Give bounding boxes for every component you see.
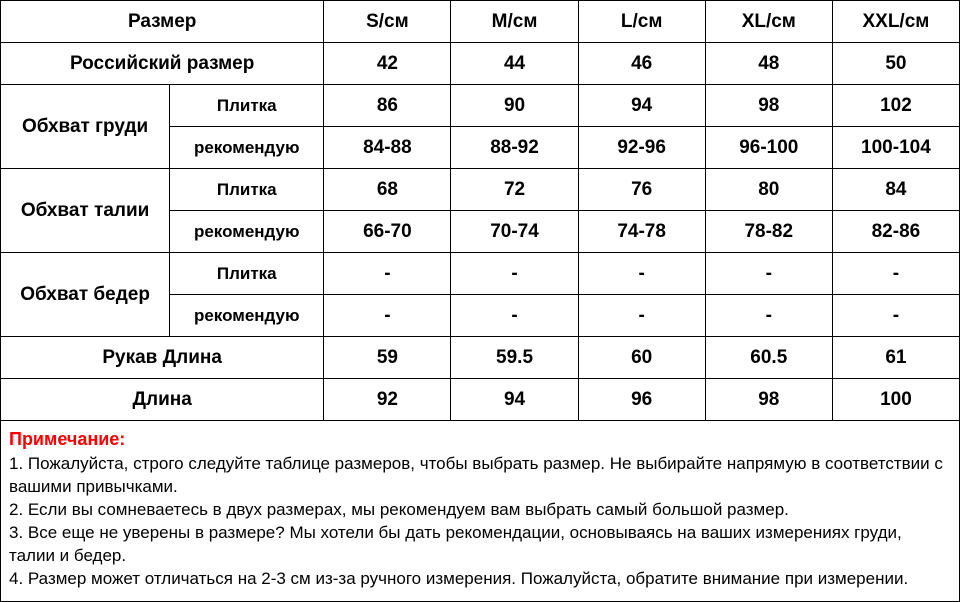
- data-cell: 80: [705, 169, 832, 211]
- row-label: Рукав Длина: [1, 337, 324, 379]
- note-line: 4. Размер может отличаться на 2-3 см из-…: [9, 568, 951, 591]
- data-cell: -: [578, 295, 705, 337]
- row-sublabel: рекомендую: [170, 295, 324, 337]
- note-line: 2. Если вы сомневаетесь в двух размерах,…: [9, 499, 951, 522]
- data-cell: 98: [705, 85, 832, 127]
- data-cell: 84: [832, 169, 959, 211]
- data-cell: -: [832, 253, 959, 295]
- data-cell: 90: [451, 85, 578, 127]
- data-cell: 100-104: [832, 127, 959, 169]
- row-label: Российский размер: [1, 43, 324, 85]
- data-cell: 82-86: [832, 211, 959, 253]
- data-cell: -: [451, 295, 578, 337]
- data-cell: -: [705, 295, 832, 337]
- row-sublabel: Плитка: [170, 169, 324, 211]
- header-col: XXL/см: [832, 1, 959, 43]
- data-cell: 61: [832, 337, 959, 379]
- data-cell: 86: [324, 85, 451, 127]
- header-col: XL/см: [705, 1, 832, 43]
- size-chart-container: РазмерS/смM/смL/смXL/смXXL/см Российский …: [0, 0, 960, 602]
- data-cell: 48: [705, 43, 832, 85]
- data-cell: 50: [832, 43, 959, 85]
- data-cell: 68: [324, 169, 451, 211]
- row-label: Длина: [1, 379, 324, 421]
- note-line: 3. Все еще не уверены в размере? Мы хоте…: [9, 522, 951, 568]
- header-col: L/см: [578, 1, 705, 43]
- data-cell: -: [451, 253, 578, 295]
- note-line: 1. Пожалуйста, строго следуйте таблице р…: [9, 453, 951, 499]
- row-label: Обхват талии: [1, 169, 170, 253]
- data-cell: 46: [578, 43, 705, 85]
- data-cell: 78-82: [705, 211, 832, 253]
- data-cell: 94: [451, 379, 578, 421]
- data-cell: 66-70: [324, 211, 451, 253]
- note-title: Примечание:: [9, 427, 951, 451]
- data-cell: 74-78: [578, 211, 705, 253]
- data-cell: -: [324, 253, 451, 295]
- data-cell: 60: [578, 337, 705, 379]
- data-cell: 60.5: [705, 337, 832, 379]
- row-sublabel: рекомендую: [170, 211, 324, 253]
- header-size-label: Размер: [1, 1, 324, 43]
- row-sublabel: рекомендую: [170, 127, 324, 169]
- data-cell: 59.5: [451, 337, 578, 379]
- data-cell: 96-100: [705, 127, 832, 169]
- data-cell: 42: [324, 43, 451, 85]
- header-col: M/см: [451, 1, 578, 43]
- data-cell: 59: [324, 337, 451, 379]
- data-cell: 100: [832, 379, 959, 421]
- data-cell: 96: [578, 379, 705, 421]
- size-table: РазмерS/смM/смL/смXL/смXXL/см Российский …: [0, 0, 960, 421]
- data-cell: -: [324, 295, 451, 337]
- data-cell: 84-88: [324, 127, 451, 169]
- data-cell: -: [832, 295, 959, 337]
- header-col: S/см: [324, 1, 451, 43]
- data-cell: 102: [832, 85, 959, 127]
- data-cell: -: [705, 253, 832, 295]
- data-cell: 92: [324, 379, 451, 421]
- data-cell: 70-74: [451, 211, 578, 253]
- data-cell: 94: [578, 85, 705, 127]
- note-box: Примечание: 1. Пожалуйста, строго следуй…: [0, 421, 960, 602]
- data-cell: 72: [451, 169, 578, 211]
- data-cell: 88-92: [451, 127, 578, 169]
- data-cell: 76: [578, 169, 705, 211]
- data-cell: 98: [705, 379, 832, 421]
- row-sublabel: Плитка: [170, 253, 324, 295]
- row-label: Обхват бедер: [1, 253, 170, 337]
- row-sublabel: Плитка: [170, 85, 324, 127]
- data-cell: -: [578, 253, 705, 295]
- row-label: Обхват груди: [1, 85, 170, 169]
- data-cell: 92-96: [578, 127, 705, 169]
- data-cell: 44: [451, 43, 578, 85]
